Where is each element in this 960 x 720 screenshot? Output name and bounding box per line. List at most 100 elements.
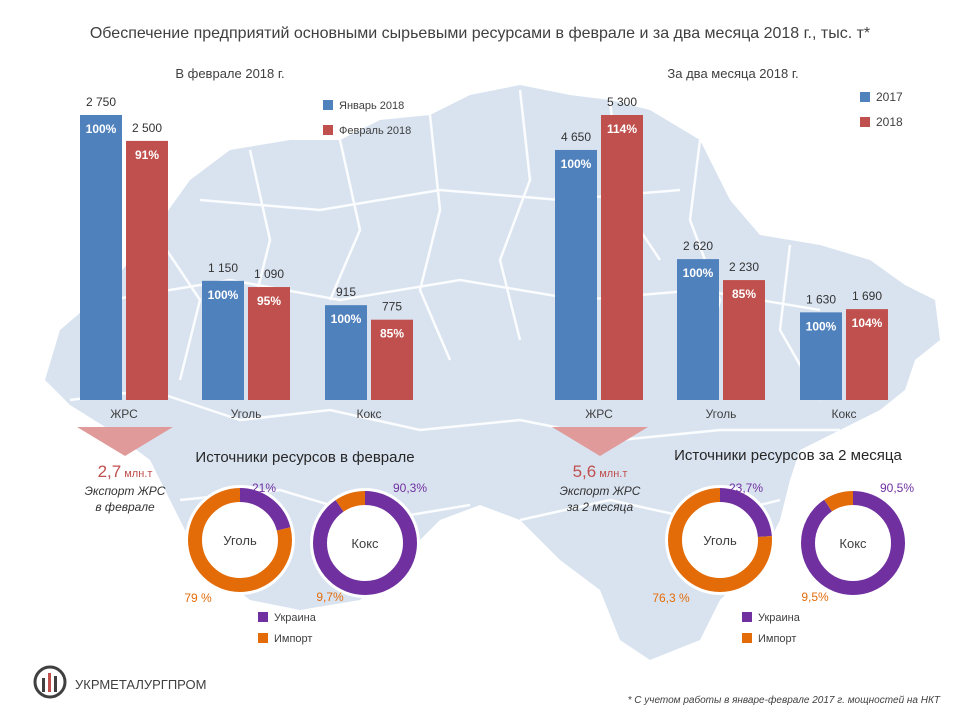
legend-label: Украина — [274, 612, 317, 624]
legend-label: Январь 2018 — [339, 100, 404, 112]
category-label: Уголь — [231, 407, 262, 421]
donut-slice-Импорт — [801, 491, 905, 595]
legend-swatch — [258, 633, 268, 643]
donut-charts: Источники ресурсов в феврале 21% 79 % Уголь… — [184, 447, 914, 645]
bar-Январь 2018 — [325, 305, 367, 400]
donut-group-title: Источники ресурсов в феврале — [195, 449, 414, 466]
bar-2018 — [723, 280, 765, 400]
donut-group-2: Источники ресурсов за 2 месяца 23,7% 76,3 … — [652, 447, 914, 645]
donut-slice-label: 9,7% — [316, 590, 344, 604]
category-label: ЖРС — [585, 407, 613, 421]
bar-value-label: 2 620 — [683, 239, 713, 253]
bar-value-label: 2 230 — [729, 260, 759, 274]
logo: УКРМЕТАЛУРГПРОМ — [33, 665, 207, 699]
donut-group-title: Источники ресурсов за 2 месяца — [674, 447, 902, 464]
donut-slice-label: 90,3% — [393, 481, 427, 495]
donut-slice-Импорт — [188, 488, 292, 592]
legend-swatch — [860, 117, 870, 127]
category-label: Кокс — [831, 407, 856, 421]
legend-swatch — [323, 100, 333, 110]
bar-value-label: 1 690 — [852, 289, 882, 303]
bar-value-label: 4 650 — [561, 130, 591, 144]
bar-2017 — [677, 259, 719, 400]
bar-chart-2: За два месяца 2018 г. 4 650 100% 5 300 114% Ж… — [555, 66, 903, 421]
donut-center-label: Кокс — [839, 536, 867, 551]
export-callouts: 2,7 млн.т Экспорт ЖРС в феврале 5,6 млн.т Эксп… — [77, 427, 648, 514]
donut-Кокс: 90,5% 9,5% Кокс — [798, 481, 914, 604]
bar-percent-label: 91% — [135, 148, 159, 162]
bar-2017 — [800, 312, 842, 400]
footnote: * С учетом работы в январе-феврале 2017 … — [628, 694, 941, 706]
legend-label: Импорт — [274, 633, 312, 645]
bar-2018 — [601, 115, 643, 400]
donut-group-1: Источники ресурсов в феврале 21% 79 % Уголь… — [184, 449, 427, 645]
bar-percent-label: 100% — [806, 319, 837, 333]
donut-Уголь: 23,7% 76,3 % Уголь — [652, 481, 775, 605]
donut-slice-label: 76,3 % — [652, 591, 690, 605]
export-caption-line2: в феврале — [95, 500, 155, 514]
bar-value-label: 1 630 — [806, 292, 836, 306]
logo-icon — [33, 665, 67, 699]
bar-chart-title: За два месяца 2018 г. — [667, 66, 798, 81]
bar-percent-label: 100% — [86, 122, 117, 136]
donut-slice-label: 21% — [252, 481, 276, 495]
bar-percent-label: 100% — [331, 312, 362, 326]
legend-swatch — [258, 612, 268, 622]
export-caption-line1: Экспорт ЖРС — [560, 484, 641, 498]
export-callout-2: 5,6 млн.т Экспорт ЖРС за 2 месяца — [552, 427, 648, 514]
bar-Февраль 2018 — [248, 287, 290, 400]
legend-swatch — [860, 92, 870, 102]
donut-center-label: Уголь — [703, 533, 737, 548]
legend-label: Украина — [758, 612, 801, 624]
donut-Кокс: 90,3% 9,7% Кокс — [310, 481, 427, 604]
legend-label: 2017 — [876, 90, 903, 104]
logo-text: УКРМЕТАЛУРГПРОМ — [75, 677, 207, 692]
legend-label: 2018 — [876, 115, 903, 129]
bar-value-label: 1 150 — [208, 261, 238, 275]
donut-slice-label: 23,7% — [729, 481, 763, 495]
legend-label: Февраль 2018 — [339, 125, 411, 137]
bar-value-label: 1 090 — [254, 267, 284, 281]
donut-slice-Импорт — [313, 491, 417, 595]
bar-percent-label: 85% — [380, 327, 404, 341]
category-label: Кокс — [356, 407, 381, 421]
category-label: Уголь — [706, 407, 737, 421]
bar-Январь 2018 — [202, 280, 244, 400]
export-arrow-icon — [77, 427, 173, 456]
bar-2017 — [555, 149, 597, 400]
bar-value-label: 2 750 — [86, 95, 116, 109]
export-caption-line2: за 2 месяца — [566, 500, 634, 514]
bar-percent-label: 100% — [561, 157, 592, 171]
category-label: ЖРС — [110, 407, 138, 421]
bar-percent-label: 104% — [852, 316, 883, 330]
bar-percent-label: 85% — [732, 287, 756, 301]
bar-percent-label: 114% — [607, 122, 637, 136]
bar-Январь 2018 — [80, 115, 122, 400]
donut-slice-label: 9,5% — [801, 590, 829, 604]
donut-slice-Импорт — [668, 488, 772, 592]
bar-value-label: 775 — [382, 300, 402, 314]
bar-Февраль 2018 — [371, 319, 413, 400]
legend-label: Импорт — [758, 633, 796, 645]
bar-value-label: 2 500 — [132, 121, 162, 135]
bar-charts: В феврале 2018 г. 2 750 100% 2 500 91% ЖРС 1 1… — [80, 66, 903, 421]
export-caption-line1: Экспорт ЖРС — [85, 484, 166, 498]
bar-chart-title: В феврале 2018 г. — [175, 66, 284, 81]
bar-2018 — [846, 309, 888, 400]
bar-percent-label: 100% — [683, 266, 714, 280]
donut-center-label: Уголь — [223, 533, 257, 548]
bar-value-label: 915 — [336, 285, 356, 299]
page-title: Обеспечение предприятий основными сырьев… — [90, 25, 870, 42]
export-callout-1: 2,7 млн.т Экспорт ЖРС в феврале — [77, 427, 173, 514]
bar-chart-1: В феврале 2018 г. 2 750 100% 2 500 91% ЖРС 1 1… — [80, 66, 413, 421]
donut-slice-label: 90,5% — [880, 481, 914, 495]
bar-Февраль 2018 — [126, 140, 168, 400]
bar-percent-label: 100% — [208, 288, 239, 302]
legend-swatch — [742, 633, 752, 643]
export-value: 5,6 млн.т — [573, 462, 628, 481]
donut-Уголь: 21% 79 % Уголь — [184, 481, 295, 605]
export-value: 2,7 млн.т — [98, 462, 153, 481]
bar-value-label: 5 300 — [607, 95, 637, 109]
donut-center-label: Кокс — [351, 536, 379, 551]
